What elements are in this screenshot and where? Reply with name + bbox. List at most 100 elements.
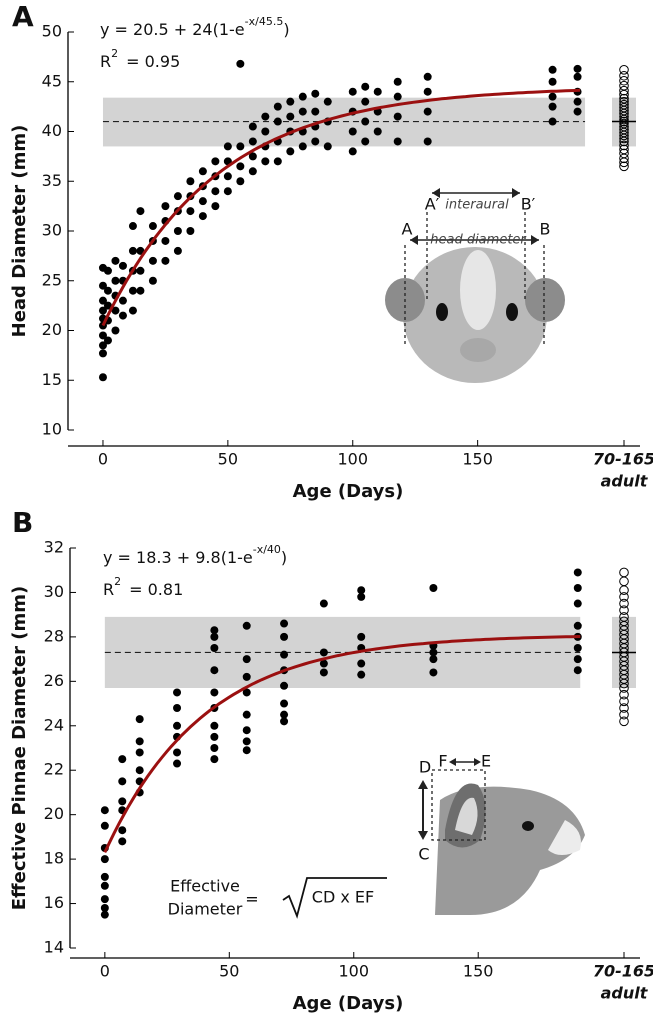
data-point [98, 281, 107, 290]
data-point [128, 306, 137, 315]
data-point [573, 599, 582, 608]
y-tick-label: 25 [42, 270, 62, 289]
data-point [261, 112, 270, 121]
data-point [210, 666, 219, 675]
adult-point [619, 716, 629, 727]
data-point [173, 227, 182, 235]
data-point [186, 177, 195, 186]
data-point [135, 766, 144, 775]
data-point [286, 97, 295, 106]
data-point [429, 648, 438, 657]
data-point [118, 797, 127, 806]
panel: B 14 16 18 20 22 24 26 28 30 32 0 50 100 150 70-165 adul… [9, 506, 653, 1014]
data-point [148, 276, 157, 285]
data-point [173, 192, 182, 201]
equation-exponent: -x/40 [253, 543, 281, 556]
data-point [100, 872, 109, 881]
data-point [573, 97, 582, 106]
data-point [280, 699, 289, 708]
annotation-b: B [540, 220, 551, 239]
data-point [210, 626, 219, 635]
data-point [186, 207, 195, 216]
data-point [548, 117, 557, 126]
data-point [573, 107, 582, 116]
data-point [148, 222, 157, 231]
data-point [111, 306, 120, 315]
data-point [548, 92, 557, 101]
fit-curve [101, 88, 581, 327]
data-point [298, 142, 307, 151]
data-point [210, 732, 219, 741]
x-tick-label: 50 [218, 450, 238, 469]
data-point [242, 737, 251, 746]
data-point [148, 256, 157, 265]
data-point [357, 586, 366, 595]
data-point [573, 568, 582, 577]
data-point [319, 659, 328, 668]
adult-point [619, 140, 629, 151]
panel-label: B [12, 506, 33, 539]
data-point [211, 202, 220, 211]
data-point [357, 632, 366, 641]
data-point [118, 296, 127, 305]
data-point [100, 821, 109, 830]
data-point [361, 117, 370, 126]
data-point [348, 87, 357, 96]
data-point [242, 726, 251, 735]
adult-point [619, 161, 629, 172]
data-point [100, 910, 109, 919]
annotation-e: E [481, 752, 491, 771]
data-point [98, 296, 107, 305]
y-tick-label: 14 [44, 938, 64, 957]
data-point [548, 77, 557, 86]
data-point [319, 648, 328, 657]
adult-point [619, 96, 629, 107]
data-point [573, 584, 582, 592]
equation-main: y = 20.5 + 24(1-e [100, 20, 245, 39]
adult-point [619, 99, 629, 110]
data-point [173, 704, 182, 712]
adult-point [619, 121, 629, 132]
y-axis-label: Head Diameter (mm) [9, 125, 30, 338]
data-point [173, 688, 182, 697]
data-point [103, 301, 112, 310]
data-point [135, 748, 144, 757]
data-point [280, 619, 289, 628]
data-point [273, 102, 282, 111]
y-tick-label: 30 [42, 221, 62, 240]
adult-point [619, 689, 629, 700]
data-point [286, 112, 295, 121]
y-tick-label: 20 [44, 804, 64, 823]
adult-point [619, 703, 629, 713]
y-tick-label: 24 [44, 715, 64, 734]
data-point [361, 97, 370, 106]
adult-point [619, 567, 629, 578]
equation-close: ) [283, 20, 289, 39]
y-tick-label: 45 [42, 71, 62, 90]
data-point [242, 621, 251, 630]
y-tick-label: 26 [44, 671, 64, 690]
data-point [429, 584, 438, 592]
x-tick-label: 50 [219, 962, 239, 981]
data-point [103, 286, 112, 295]
data-point [173, 246, 182, 255]
equation-exponent: -x/45.5 [245, 15, 284, 28]
data-point [236, 177, 245, 186]
adult-point [619, 605, 629, 616]
r2-value: = 0.95 [126, 52, 180, 71]
annotation-formula-word1: Effective [170, 877, 240, 896]
data-point [210, 744, 219, 752]
data-point [173, 759, 182, 768]
y-tick-label: 40 [42, 121, 62, 140]
data-point [248, 167, 257, 176]
adult-point [619, 598, 629, 609]
data-point [423, 87, 432, 96]
data-point [242, 655, 251, 664]
data-point [118, 755, 127, 764]
data-point [242, 688, 251, 697]
data-point [223, 142, 232, 151]
data-point [210, 755, 219, 764]
adult-point [619, 592, 629, 602]
data-point [100, 895, 109, 904]
equation-main: y = 18.3 + 9.8(1-e [103, 548, 253, 567]
